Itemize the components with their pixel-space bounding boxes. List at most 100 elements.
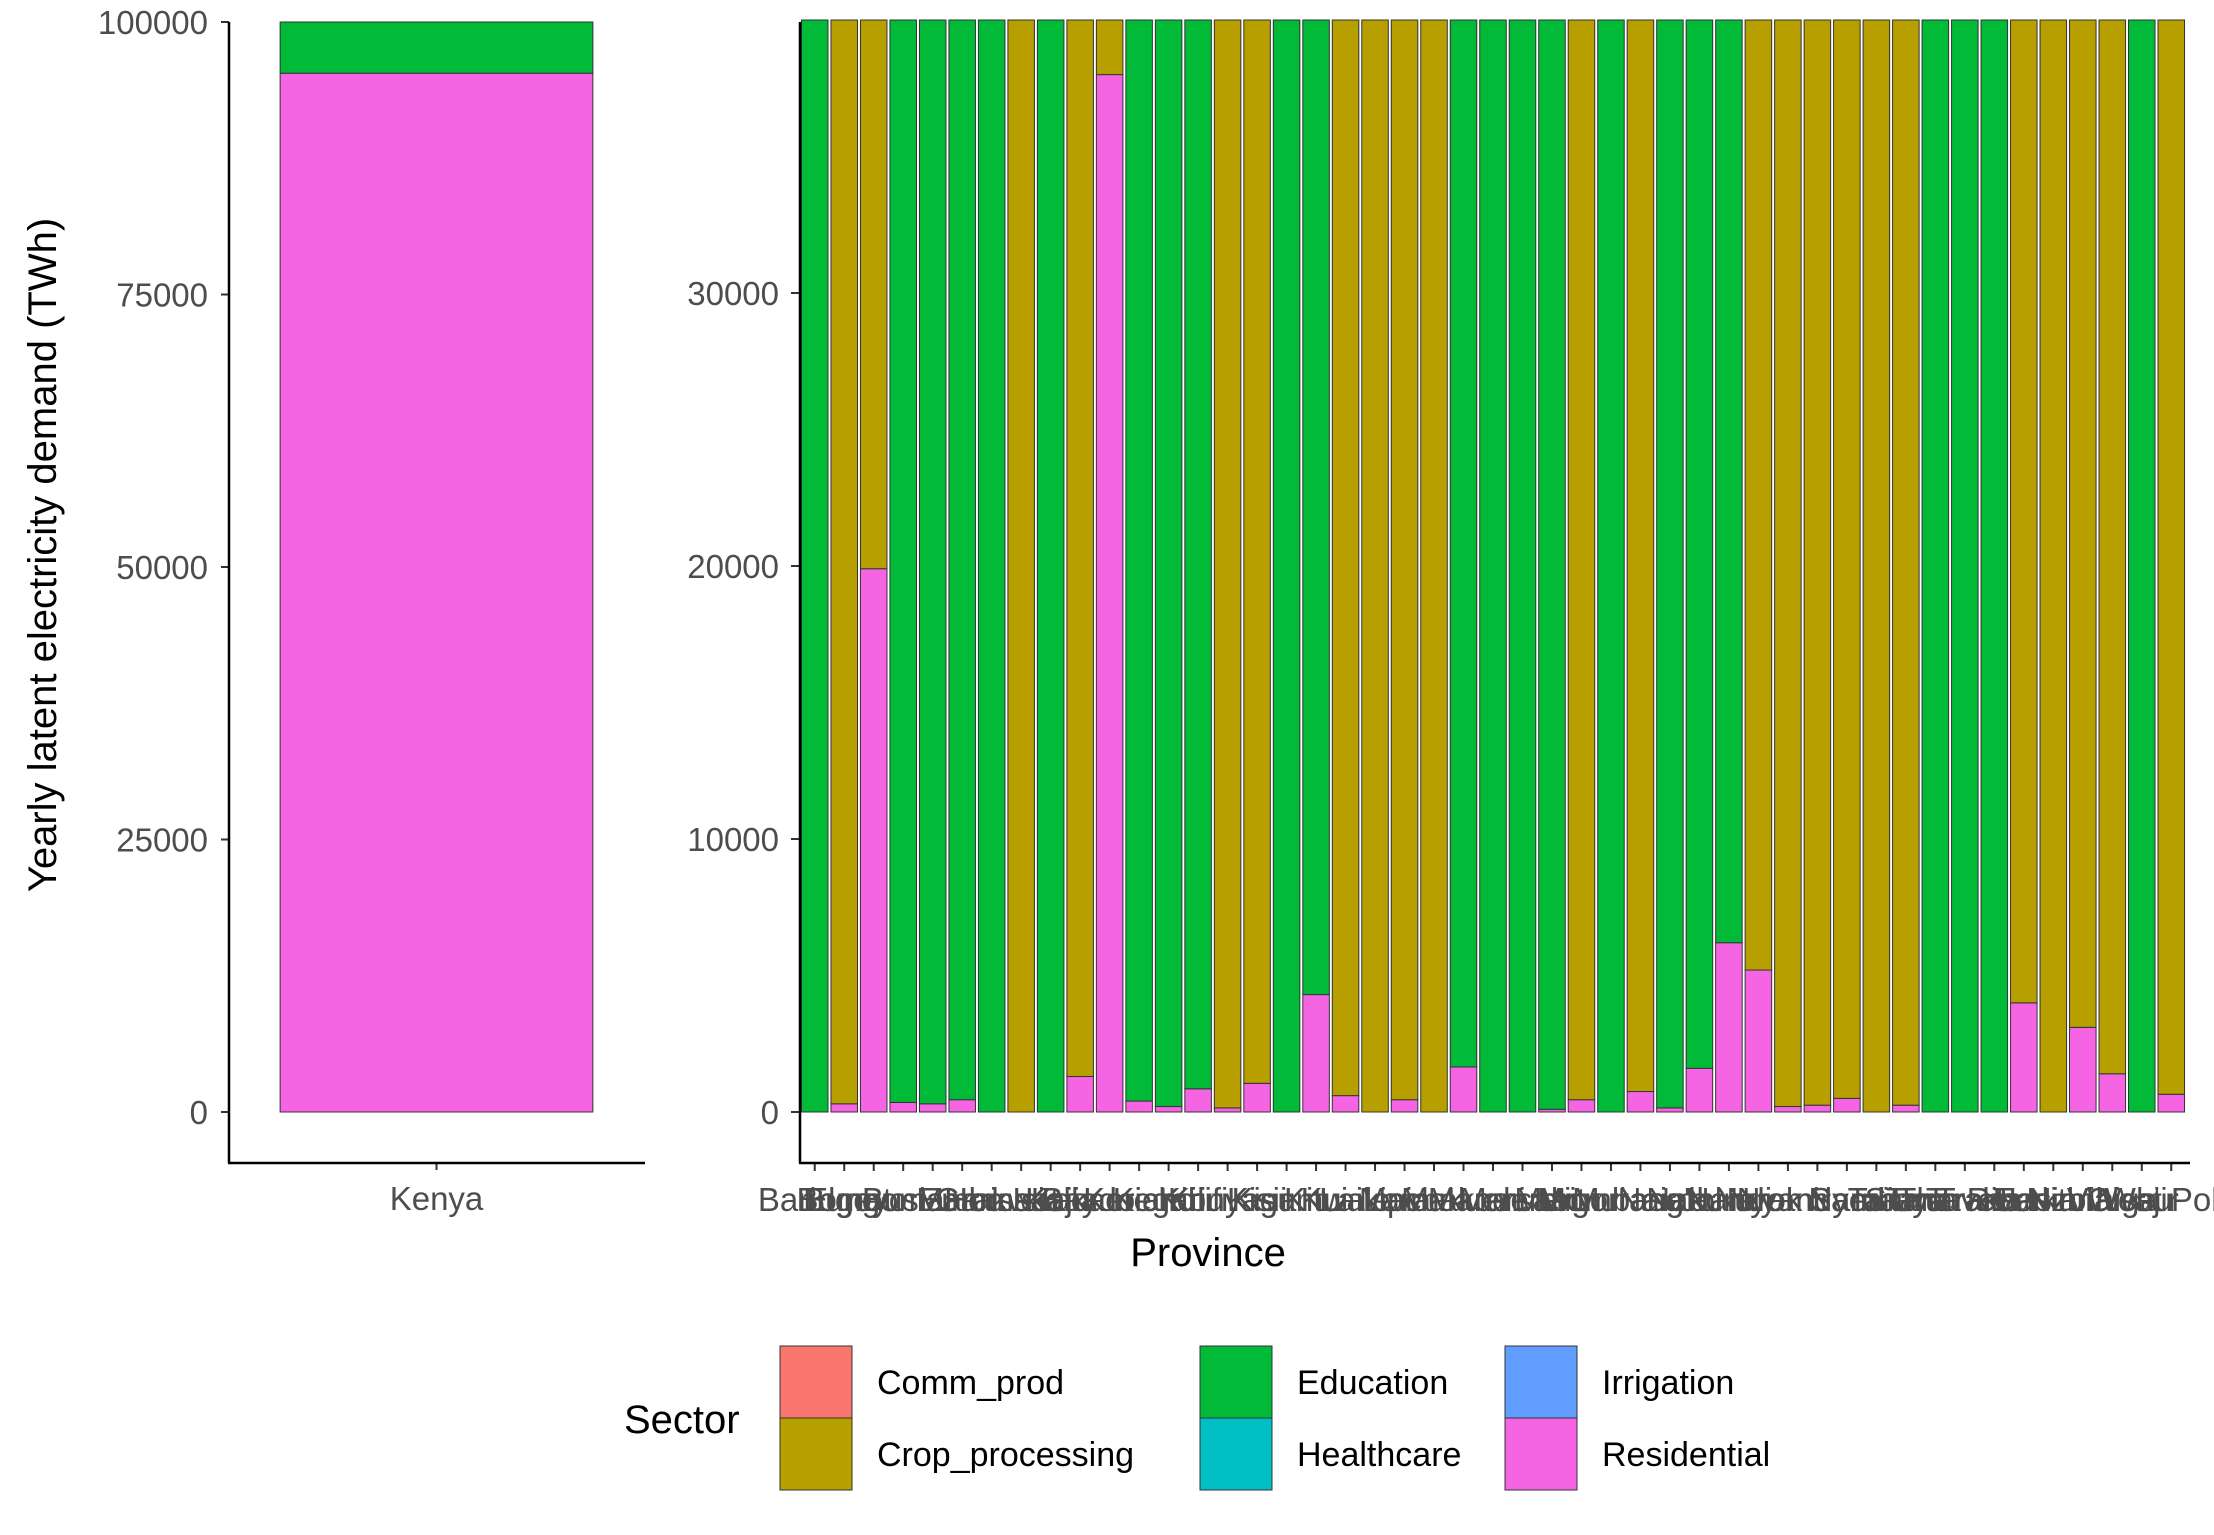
bar-segment-makueni-education	[1449, 19, 1478, 1068]
bar-segment-vihiga-residential	[2098, 1073, 2127, 1113]
right-y-tick-label: 10000	[687, 821, 779, 858]
x-tick-label-makueni: Makueni	[1401, 1181, 1526, 1218]
left-y-tick-label: 25000	[116, 822, 208, 859]
bar-segment-kwale-crop-processing	[1331, 19, 1360, 1097]
x-tick-label-kisumu: Kisumu	[1232, 1181, 1342, 1218]
bar-segment-kisii-crop-processing	[1243, 19, 1271, 1084]
x-tick-label-nyeri: Nyeri	[1808, 1181, 1885, 1218]
bar-segment-isiolo-education	[1036, 19, 1065, 1113]
x-tick-label-garissa: Garissa	[935, 1181, 1049, 1218]
x-tick-label-kilifi: Kilifi	[1168, 1181, 1229, 1218]
bar-segment-trans-nzoia-crop-processing	[2010, 19, 2038, 1004]
x-tick-label-kajiado: Kajiado	[1025, 1181, 1135, 1218]
legend-title: Sector	[624, 1398, 740, 1442]
bar-segment-bungoma-residential	[859, 568, 888, 1113]
x-tick-label-west-pokot: West Pokot	[2087, 1181, 2214, 1218]
legend-key-education	[1199, 1345, 1273, 1419]
bar-segment-samburu-crop-processing	[1862, 19, 1891, 1113]
x-tick-label-kakamega: Kakamega	[1031, 1181, 1189, 1218]
bar-segment-narok-residential	[1744, 969, 1773, 1113]
bar-segment-tana-river-education	[1951, 19, 1979, 1113]
bar-segment-kajiado-crop-processing	[1066, 19, 1094, 1078]
bar-segment-bungoma-crop-processing	[859, 19, 888, 570]
x-tick-label-elgeyo-marakwet: Elgeyo Marakwet	[806, 1181, 1059, 1218]
left-panel: Kenya 0 25000 50000 75000 100000	[98, 4, 645, 1217]
x-tick-label-marsabit: Marsabit	[1459, 1181, 1586, 1218]
x-tick-label-mombasa: Mombasa	[1539, 1181, 1685, 1218]
x-tick-label-murang-a: Murang'a	[1572, 1181, 1709, 1218]
legend-label-education: Education	[1297, 1364, 1448, 1402]
legend-key-irrigation	[1504, 1345, 1578, 1419]
bar-segment-kiambu-residential	[1154, 1106, 1183, 1113]
bar-segment-machakos-crop-processing	[1420, 19, 1448, 1113]
bar-segment-turkana-crop-processing	[2039, 19, 2068, 1113]
x-tick-label-baringo: Baringo	[758, 1181, 872, 1218]
bar-segment-migori-residential	[1567, 1099, 1596, 1113]
x-tick-label-embu: Embu	[919, 1181, 1005, 1218]
x-tick-label-kiambu: Kiambu	[1113, 1181, 1225, 1218]
left-y-tick-label: 100000	[98, 4, 208, 41]
bar-segment-meru-education	[1538, 19, 1566, 1110]
bar-segment-embu-residential	[948, 1099, 976, 1113]
bar-segment-kisumu-education	[1272, 19, 1301, 1113]
bar-segment-nyandarua-residential	[1803, 1104, 1832, 1113]
bar-segment-nandi-education	[1715, 19, 1743, 944]
bar-segment-trans-nzoia-residential	[2010, 1002, 2038, 1113]
legend-key-crop-processing	[779, 1417, 853, 1491]
x-tick-label-nairobi: Nairobi	[1618, 1181, 1723, 1218]
legend-key-comm-prod	[779, 1345, 853, 1419]
bar-segment-nakuru-education	[1685, 19, 1714, 1069]
legend-label-healthcare: Healthcare	[1297, 1436, 1461, 1474]
x-tick-label-trans-nzoia: Trans Nzoia	[1935, 1181, 2112, 1218]
bar-segment-garissa-education	[977, 19, 1006, 1113]
left-y-tick-label: 75000	[116, 277, 208, 314]
x-tick-label-turkana: Turkana	[1993, 1181, 2113, 1218]
x-tick-label-machakos: Machakos	[1359, 1181, 1509, 1218]
legend-key-healthcare	[1199, 1417, 1273, 1491]
x-tick-label-meru: Meru	[1514, 1181, 1589, 1218]
x-tick-label-narok: Narok	[1714, 1181, 1803, 1218]
bar-segment-bomet-residential	[830, 1103, 859, 1113]
bar-segment-busia-residential	[889, 1101, 917, 1113]
bar-segment-narok-crop-processing	[1744, 19, 1773, 971]
x-tick-label-nyandarua: Nyandarua	[1737, 1181, 1899, 1218]
bar-segment-kakamega-residential	[1095, 74, 1124, 1113]
legend-label-crop-processing: Crop_processing	[877, 1436, 1134, 1474]
bar-segment-elgeyo-marakwet-education	[918, 19, 947, 1105]
x-tick-label-busia: Busia	[862, 1181, 945, 1218]
x-tick-label-tharaka-nithi: Tharaka Nithi	[1896, 1181, 2092, 1218]
bar-segment-nyeri-crop-processing	[1833, 19, 1861, 1099]
bar-segment-kakamega-crop-processing	[1095, 19, 1124, 76]
bar-segment-nairobi-residential	[1656, 1107, 1684, 1113]
bar-segment-kenya-education	[279, 21, 594, 74]
legend: Sector Comm_prod Crop_processing Education…	[624, 1345, 1770, 1491]
bar-segment-west-pokot-residential	[2157, 1093, 2186, 1113]
bar-segment-kajiado-residential	[1066, 1076, 1094, 1113]
x-tick-label-taita-taveta: Taita Taveta	[1848, 1181, 2024, 1218]
y-axis-title: Yearly latent electricity demand (TWh)	[21, 218, 65, 892]
legend-items: Comm_prod Crop_processing Education Healthc…	[779, 1345, 1770, 1491]
x-tick-label-wajir: Wajir	[2105, 1181, 2179, 1218]
bar-segment-taita-taveta-education	[1921, 19, 1950, 1113]
bar-segment-homa-bay-crop-processing	[1007, 19, 1035, 1113]
bar-segment-busia-education	[889, 19, 917, 1103]
right-y-tick-label: 30000	[687, 275, 779, 312]
bar-segment-west-pokot-crop-processing	[2157, 19, 2186, 1095]
x-tick-label-nandi: Nandi	[1686, 1181, 1772, 1218]
bar-segment-nyandarua-crop-processing	[1803, 19, 1832, 1106]
bar-segment-tharaka-nithi-education	[1980, 19, 2009, 1113]
right-y-tick-label: 20000	[687, 548, 779, 585]
x-tick-label-siaya: Siaya	[1865, 1181, 1948, 1218]
bar-segment-migori-crop-processing	[1567, 19, 1596, 1101]
bar-segment-uasin-gishu-residential	[2069, 1026, 2097, 1113]
bar-segment-kericho-education	[1125, 19, 1153, 1102]
bar-segment-kwale-residential	[1331, 1095, 1360, 1113]
x-tick-label-kwale: Kwale	[1301, 1181, 1391, 1218]
x-tick-label-laikipia: Laikipia	[1319, 1181, 1432, 1218]
left-y-tick-label: 50000	[116, 549, 208, 586]
bar-segment-siaya-crop-processing	[1892, 19, 1920, 1106]
bar-segment-marsabit-education	[1508, 19, 1537, 1113]
bar-segment-lamu-residential	[1390, 1099, 1419, 1113]
bar-segment-kiambu-education	[1154, 19, 1183, 1108]
